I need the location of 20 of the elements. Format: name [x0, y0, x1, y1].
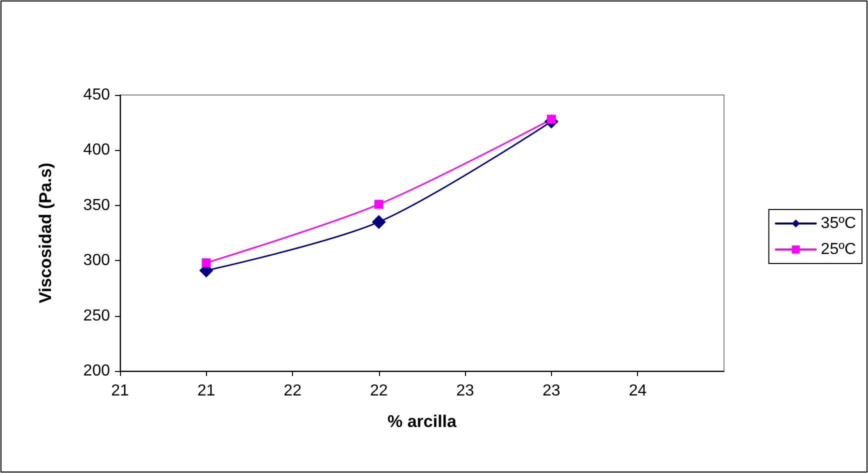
y-tick-label: 300 — [83, 252, 110, 270]
y-axis-title: Viscosidad (Pa.s) — [36, 162, 55, 304]
x-tick-label: 23 — [456, 382, 474, 400]
y-tick-label: 450 — [83, 86, 110, 104]
legend-label: 35ºC — [820, 215, 856, 232]
x-tick-label: 23 — [542, 382, 560, 400]
x-tick-label: 22 — [284, 382, 302, 400]
y-tick-label: 250 — [83, 307, 110, 324]
y-tick-label: 200 — [83, 362, 110, 380]
point — [202, 258, 211, 268]
y-tick-label: 400 — [83, 142, 110, 159]
x-tick-label: 24 — [628, 382, 647, 400]
x-tick-label: 21 — [111, 382, 129, 400]
point — [372, 214, 386, 229]
x-axis-title: % arcilla — [388, 412, 458, 431]
point — [374, 200, 384, 209]
x-tick-label: 22 — [370, 382, 388, 400]
legend-label: 25ºC — [820, 241, 856, 258]
x-tick-label: 21 — [197, 382, 216, 400]
y-tick-label: 350 — [83, 196, 110, 214]
